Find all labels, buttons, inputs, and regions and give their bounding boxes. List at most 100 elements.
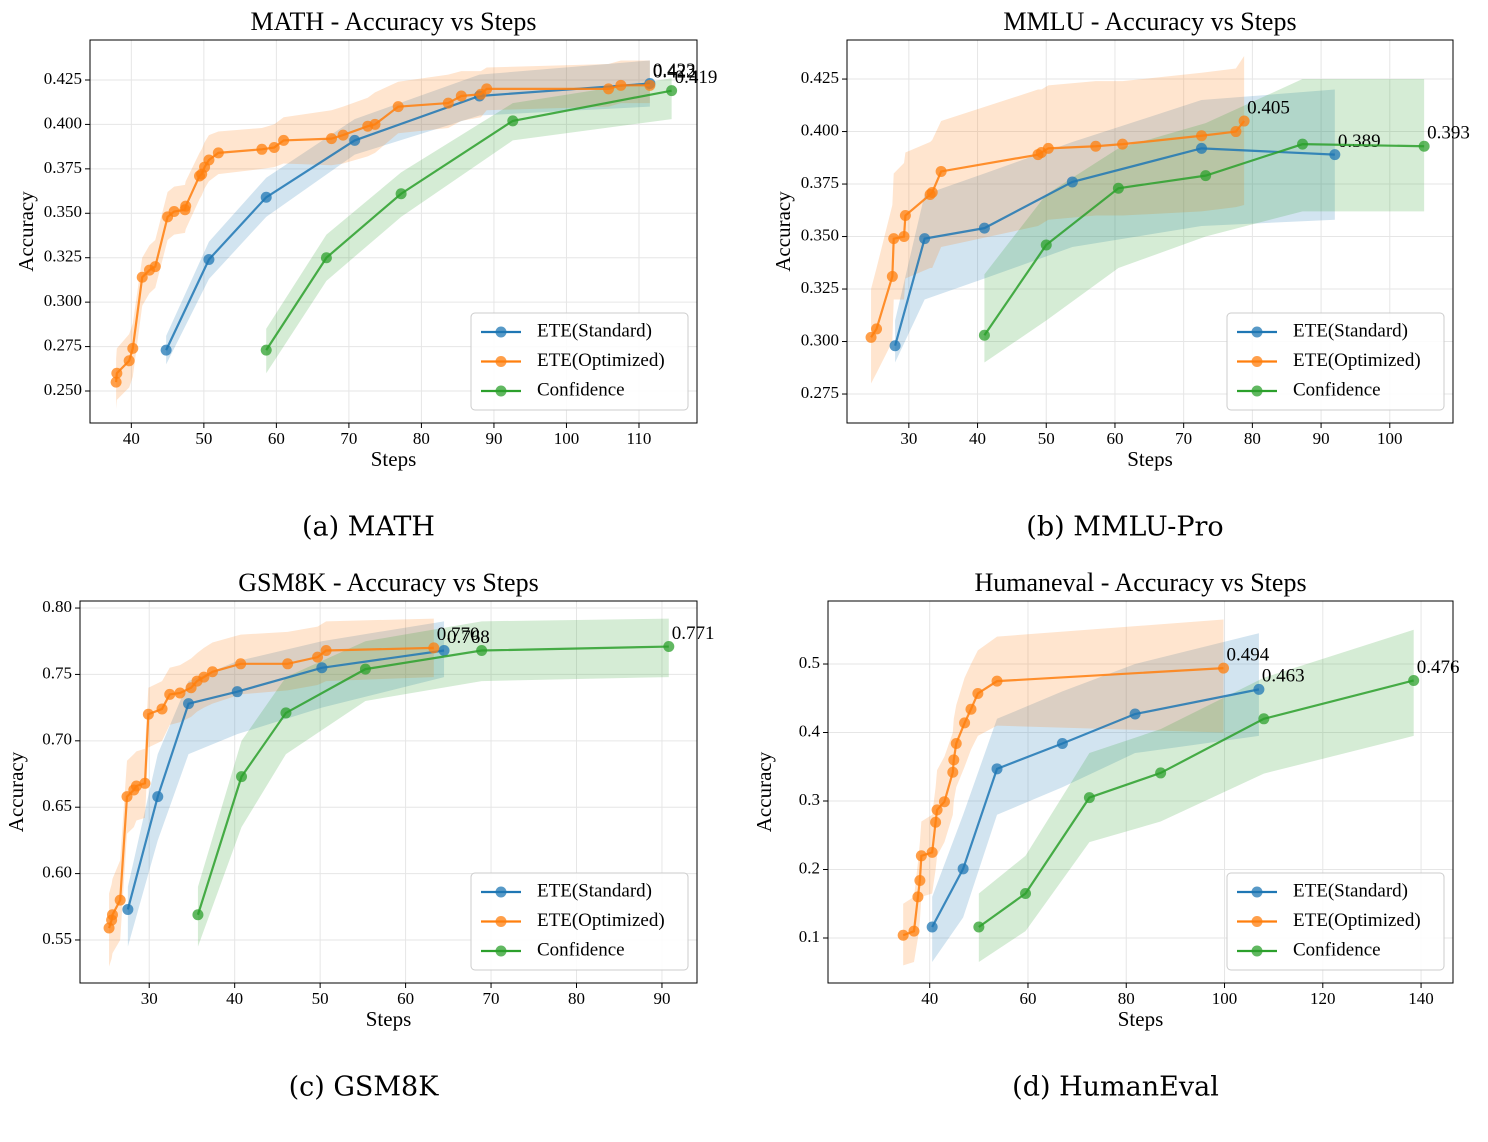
data-point bbox=[965, 703, 977, 715]
data-point bbox=[1238, 115, 1250, 127]
data-point bbox=[950, 737, 962, 749]
caption: (c) GSM8K bbox=[289, 1072, 440, 1103]
series-line bbox=[931, 688, 1260, 928]
x-tick-label: 100 bbox=[1377, 429, 1403, 448]
legend-label: ETE(Standard) bbox=[537, 880, 652, 901]
x-tick-label: 60 bbox=[268, 429, 285, 448]
data-point bbox=[908, 925, 920, 937]
x-tick-label: 40 bbox=[921, 989, 938, 1008]
data-point bbox=[198, 671, 210, 683]
data-point bbox=[278, 134, 290, 146]
x-tick-label: 60 bbox=[1019, 989, 1036, 1008]
data-point bbox=[236, 771, 248, 783]
data-point bbox=[1083, 792, 1095, 804]
data-point bbox=[644, 79, 656, 91]
panel: 30 40 50 60 70 80 90 100 0.275 0.300 0.325 0.350 0.3… bbox=[771, 7, 1470, 543]
data-point bbox=[442, 97, 454, 109]
data-point bbox=[898, 231, 910, 243]
data-point bbox=[1329, 149, 1341, 161]
x-tick-label: 100 bbox=[1212, 989, 1238, 1008]
data-point bbox=[1218, 662, 1230, 674]
data-point bbox=[114, 894, 126, 906]
data-point bbox=[919, 233, 931, 245]
x-tick-label: 70 bbox=[340, 429, 357, 448]
y-tick-label: 0.275 bbox=[801, 383, 839, 402]
legend-marker bbox=[495, 886, 507, 898]
data-point bbox=[1155, 767, 1167, 779]
data-point bbox=[959, 717, 971, 729]
data-point bbox=[1200, 170, 1212, 182]
data-point bbox=[871, 323, 883, 335]
legend-marker bbox=[495, 326, 507, 338]
y-tick-label: 0.350 bbox=[801, 225, 839, 244]
data-point bbox=[1258, 713, 1270, 725]
data-point bbox=[948, 754, 960, 766]
legend-label: Confidence bbox=[1293, 939, 1381, 960]
x-tick-label: 80 bbox=[568, 989, 585, 1008]
legend-marker bbox=[495, 385, 507, 397]
legend-label: ETE(Optimized) bbox=[537, 350, 665, 371]
chart-title: MATH - Accuracy vs Steps bbox=[251, 7, 537, 36]
data-point bbox=[156, 703, 168, 715]
data-point bbox=[1230, 126, 1242, 138]
confidence-band bbox=[984, 79, 1425, 363]
legend-label: ETE(Optimized) bbox=[537, 910, 665, 931]
data-point bbox=[947, 766, 959, 778]
legend-marker bbox=[495, 356, 507, 367]
legend-label: ETE(Optimized) bbox=[1293, 910, 1421, 931]
legend-marker bbox=[1251, 916, 1263, 927]
data-point bbox=[1196, 130, 1208, 142]
y-tick-label: 0.400 bbox=[801, 120, 839, 139]
data-point bbox=[235, 658, 247, 670]
data-point bbox=[142, 708, 154, 720]
data-point bbox=[886, 270, 898, 282]
data-point bbox=[160, 344, 172, 356]
data-point bbox=[615, 79, 627, 91]
data-point bbox=[957, 863, 969, 875]
legend-marker bbox=[1251, 326, 1263, 338]
data-point bbox=[121, 791, 133, 803]
y-tick-label: 0.2 bbox=[799, 858, 820, 877]
series-line bbox=[165, 82, 650, 351]
data-point bbox=[455, 90, 467, 102]
x-axis-label: Steps bbox=[371, 447, 417, 471]
value-label: 0.419 bbox=[675, 67, 718, 88]
series-line bbox=[894, 147, 1335, 347]
value-label: 0.423 bbox=[653, 60, 696, 81]
data-point bbox=[1117, 138, 1129, 150]
x-axis-label: Steps bbox=[1127, 447, 1173, 471]
x-tick-label: 50 bbox=[312, 989, 329, 1008]
data-point bbox=[139, 777, 151, 789]
chart-title: GSM8K - Accuracy vs Steps bbox=[238, 568, 538, 597]
data-point bbox=[152, 791, 164, 803]
confidence-band bbox=[197, 618, 669, 947]
panel: 40 60 80 100 120 140 0.1 0.2 0.3 0.4 0.5 0.4630.494… bbox=[752, 568, 1460, 1103]
series-line bbox=[196, 645, 669, 916]
panel: 30 40 50 60 70 80 90 0.55 0.60 0.65 0.70 0.75 0.80 0.… bbox=[4, 568, 715, 1103]
data-point bbox=[149, 261, 161, 273]
caption: (a) MATH bbox=[302, 512, 435, 543]
data-point bbox=[603, 83, 615, 95]
y-axis-label: Accuracy bbox=[771, 191, 795, 272]
data-point bbox=[111, 367, 123, 379]
data-point bbox=[325, 133, 337, 145]
data-point bbox=[428, 642, 440, 654]
data-point bbox=[1196, 142, 1208, 154]
confidence-band bbox=[127, 621, 445, 947]
y-tick-label: 0.325 bbox=[44, 247, 82, 266]
legend: ETE(Standard) ETE(Optimized) Confidence bbox=[470, 872, 689, 971]
data-point bbox=[312, 651, 324, 663]
y-tick-label: 0.325 bbox=[801, 278, 839, 297]
data-point bbox=[106, 909, 118, 921]
value-label: 0.389 bbox=[1338, 131, 1381, 152]
x-tick-label: 80 bbox=[1244, 429, 1261, 448]
series-line bbox=[983, 143, 1425, 336]
data-point bbox=[282, 658, 294, 670]
y-tick-label: 0.65 bbox=[42, 796, 72, 815]
legend-label: Confidence bbox=[537, 379, 625, 400]
data-point bbox=[180, 200, 192, 212]
data-point bbox=[1056, 737, 1068, 749]
data-point bbox=[168, 206, 180, 218]
legend-marker bbox=[1251, 945, 1263, 957]
